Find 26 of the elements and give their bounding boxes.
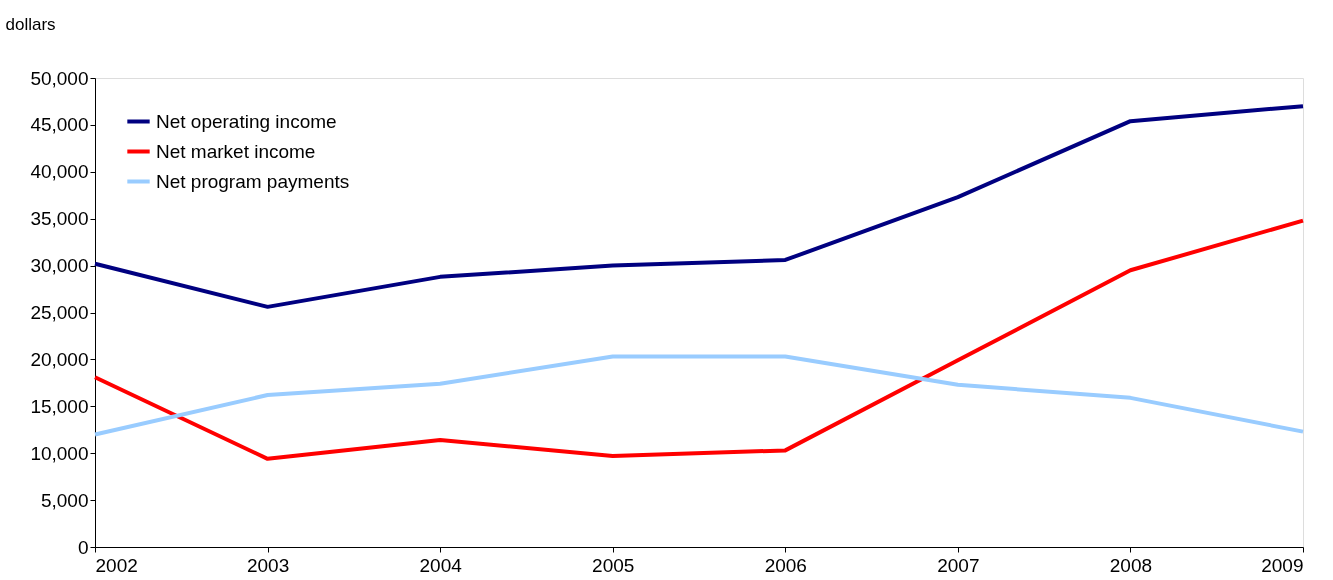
y-tick-label: 50,000 [30,67,89,89]
y-tick-label: 10,000 [30,442,89,464]
y-tick-label: 35,000 [30,208,89,230]
x-tick-label: 2002 [95,554,138,576]
line-series [93,354,1305,437]
y-tick-label: 20,000 [30,348,89,370]
line-series [93,218,1305,461]
y-axis-title: dollars [5,14,56,34]
legend-label: Net market income [156,140,316,162]
y-tick-label: 0 [77,536,89,558]
x-tick-label: 2007 [937,554,980,576]
y-tick-label: 45,000 [30,114,89,136]
y-tick-label: 25,000 [30,302,89,323]
x-tick-label: 2004 [419,554,463,576]
y-tick-label: 5,000 [40,489,89,511]
line-series [93,104,1305,309]
legend-label: Net operating income [156,110,337,132]
x-tick-label: 2008 [1109,554,1153,576]
x-tick-label: 2009 [1261,554,1304,576]
x-tick-label: 2005 [592,554,635,576]
legend-label: Net program payments [156,170,350,192]
y-tick-label: 30,000 [30,255,89,277]
y-tick-label: 15,000 [30,395,89,417]
y-tick-label: 40,000 [30,161,89,183]
x-tick-label: 2003 [246,554,290,576]
x-tick-label: 2006 [764,554,807,576]
